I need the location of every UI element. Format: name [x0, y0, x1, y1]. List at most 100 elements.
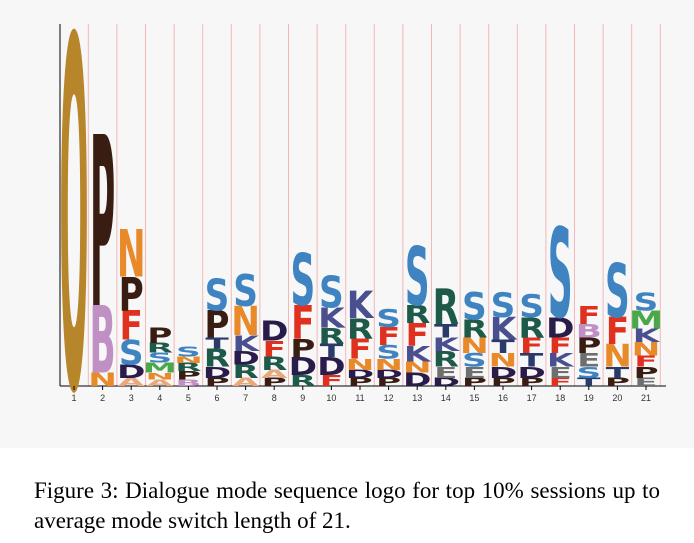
logo-letter: N: [460, 333, 489, 359]
logo-letter: S: [176, 344, 201, 360]
logo-letter: P: [204, 304, 229, 347]
logo-letter: A: [118, 376, 145, 389]
logo-letter: D: [317, 352, 345, 381]
logo-letter: R: [290, 372, 316, 390]
logo-letter: S: [376, 305, 401, 334]
logo-letter: K: [633, 325, 662, 347]
x-tick-label: 7: [243, 393, 248, 403]
logo-letter: D: [432, 376, 460, 389]
logo-letter: N: [603, 338, 632, 374]
sequence-logo-chart: O1NBP2ADSFPN3ANMSRP4BPRNS5PDRTPS6ARDKNS7…: [59, 0, 666, 448]
logo-letter: N: [145, 371, 174, 382]
logo-letter: P: [376, 376, 401, 389]
logo-letter: P: [147, 322, 172, 348]
logo-letter: M: [143, 361, 177, 377]
logo-letter: N: [346, 356, 375, 374]
logo-letter: N: [489, 350, 518, 372]
logo-letter: F: [320, 372, 343, 390]
logo-letter: S: [634, 288, 659, 317]
logo-letter: A: [232, 376, 259, 389]
x-tick-label: 10: [326, 393, 336, 403]
logo-letter: E: [434, 364, 457, 382]
logo-letter: R: [404, 301, 430, 330]
logo-letter: N: [632, 339, 661, 361]
logo-letter: P: [519, 376, 544, 389]
logo-letter: E: [463, 364, 486, 382]
logo-letter: P: [262, 376, 287, 389]
logo-letter: S: [548, 204, 573, 347]
logo-letter: P: [347, 376, 372, 389]
logo-letter: D: [489, 364, 517, 382]
logo-letter: R: [261, 353, 287, 375]
logo-letter: D: [203, 364, 231, 382]
logo-letter: R: [147, 341, 173, 357]
logo-letter: P: [119, 267, 144, 322]
logo-letter: F: [262, 336, 285, 362]
logo-letter: S: [462, 350, 487, 372]
x-tick-label: 19: [584, 393, 594, 403]
logo-letter: S: [491, 286, 516, 326]
logo-letter: B: [175, 378, 201, 389]
logo-letter: F: [291, 296, 314, 351]
logo-letter: F: [119, 302, 142, 349]
logo-letter: K: [433, 334, 462, 356]
logo-letter: D: [346, 368, 374, 381]
x-tick-label: 4: [157, 393, 162, 403]
logo-letter: R: [232, 361, 258, 383]
logo-letter: S: [119, 334, 144, 374]
logo-letter: P: [290, 334, 315, 363]
logo-letter: S: [233, 267, 258, 317]
logo-letter: F: [520, 333, 543, 359]
logo-letter: P: [633, 364, 658, 382]
logo-letter: F: [405, 317, 428, 353]
logo-letter: D: [403, 369, 431, 391]
logo-letter: R: [318, 323, 344, 349]
logo-letter: R: [518, 312, 544, 344]
logo-letter: D: [231, 348, 259, 370]
logo-letter: D: [289, 352, 317, 381]
logo-letter: P: [576, 333, 601, 359]
x-tick-label: 11: [355, 393, 364, 403]
logo-letter: S: [405, 231, 430, 325]
logo-letter: D: [517, 364, 545, 382]
figure-caption: Figure 3: Dialogue mode sequence logo fo…: [34, 478, 660, 533]
logo-letter: O: [59, 0, 88, 448]
logo-letter: P: [462, 376, 487, 389]
logo-letter: S: [605, 248, 630, 335]
logo-letter: N: [88, 369, 117, 391]
x-tick-label: 3: [129, 393, 134, 403]
logo-letter: P: [176, 369, 201, 382]
logo-letter: S: [576, 364, 601, 382]
logo-letter: A: [261, 368, 288, 381]
logo-letter: P: [90, 87, 115, 361]
logo-letter: T: [606, 364, 629, 382]
logo-letter: T: [434, 321, 458, 343]
logo-letter: N: [231, 298, 260, 345]
logo-letter: N: [117, 218, 146, 293]
logo-letter: T: [520, 350, 544, 372]
logo-letter: N: [174, 355, 203, 366]
logo-letter: T: [491, 336, 515, 358]
x-tick-label: 8: [272, 393, 277, 403]
logo-letter: S: [462, 286, 487, 329]
logo-letter: M: [629, 306, 663, 335]
x-tick-label: 17: [527, 393, 537, 403]
logo-letter: D: [260, 316, 288, 348]
x-tick-label: 13: [412, 393, 422, 403]
x-tick-label: 1: [71, 393, 76, 403]
logo-letter: E: [634, 376, 657, 389]
logo-letter: R: [175, 361, 202, 374]
logo-letter: F: [548, 376, 571, 389]
logo-letter: K: [490, 311, 518, 347]
logo-letter: D: [546, 312, 574, 344]
x-tick-label: 2: [100, 393, 105, 403]
logo-letter: P: [490, 376, 515, 389]
logo-letter: R: [461, 315, 487, 344]
x-tick-label: 6: [214, 393, 219, 403]
x-tick-label: 15: [469, 393, 479, 403]
logo-letter: F: [377, 323, 400, 352]
logo-letter: R: [433, 280, 459, 337]
logo-letter: R: [347, 313, 373, 345]
logo-letter: F: [606, 311, 629, 354]
